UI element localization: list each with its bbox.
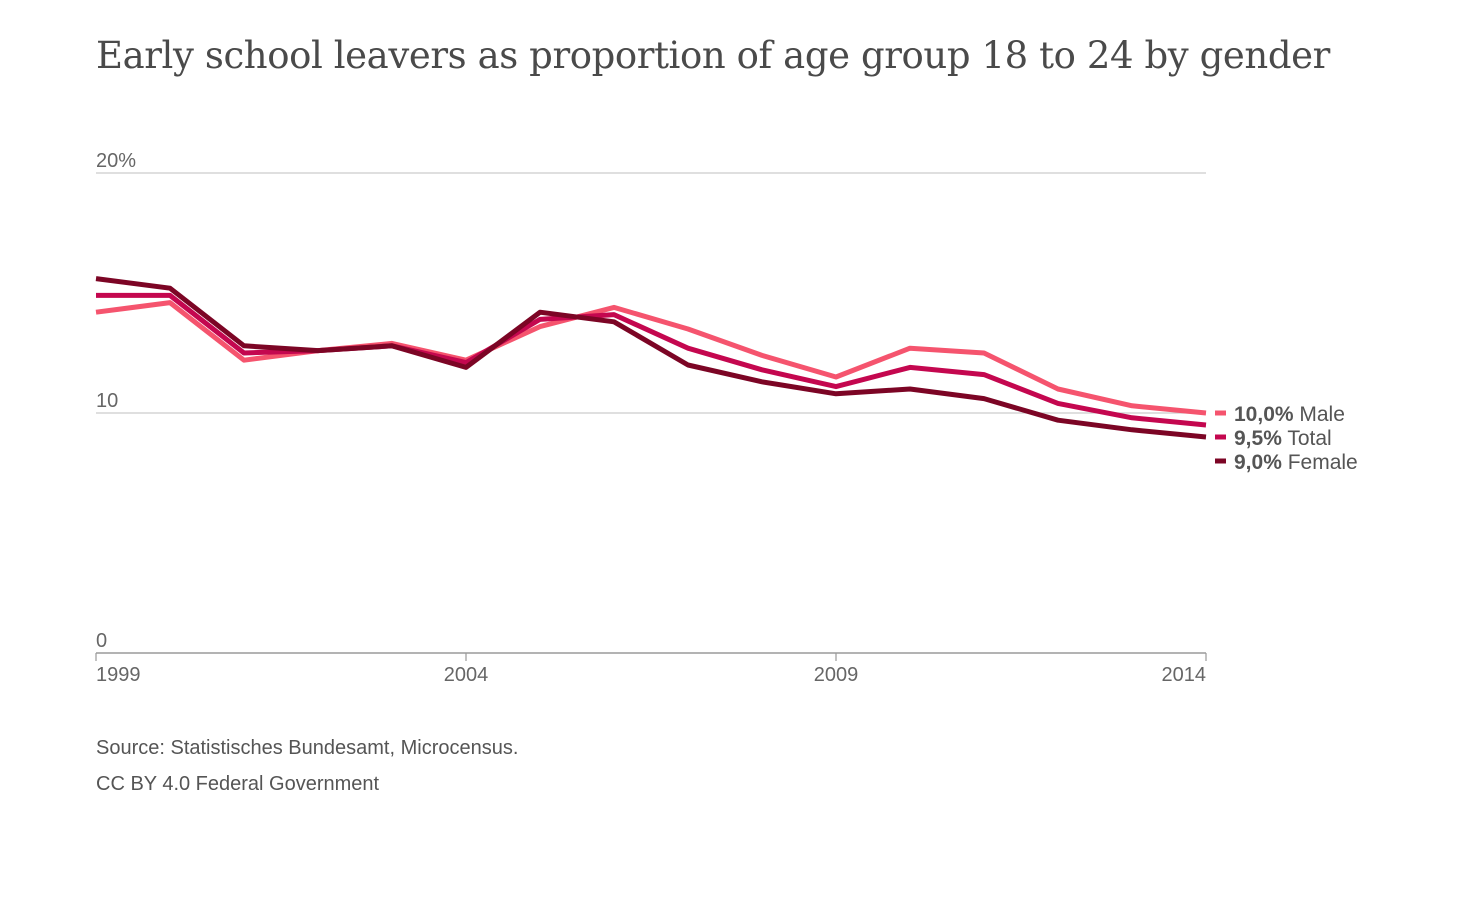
x-tick-label: 1999 xyxy=(96,664,141,686)
x-tick-label: 2014 xyxy=(1162,664,1207,686)
source-text: Source: Statistisches Bundesamt, Microce… xyxy=(96,737,519,759)
grid-lines xyxy=(96,172,1206,654)
series-line-male xyxy=(95,300,1207,416)
chart-title: Early school leavers as proportion of ag… xyxy=(96,34,1330,77)
y-axis-ticks: 20% 10 0 xyxy=(96,150,136,652)
x-tick-label: 2004 xyxy=(444,664,489,686)
series-lines xyxy=(95,276,1207,440)
y-tick-label: 0 xyxy=(96,630,107,652)
y-tick-label: 20% xyxy=(96,150,136,172)
x-axis-ticks: 1999 2004 2009 2014 xyxy=(95,653,1207,686)
series-line-female xyxy=(95,276,1207,440)
legend-label-female: 9,0% Female xyxy=(1234,451,1358,474)
x-tick-label: 2009 xyxy=(814,664,859,686)
legend-label-total: 9,5% Total xyxy=(1234,427,1332,450)
legend-label-male: 10,0% Male xyxy=(1234,403,1345,426)
series-line-total xyxy=(96,292,1207,428)
y-tick-label: 10 xyxy=(96,390,118,412)
license-text: CC BY 4.0 Federal Government xyxy=(96,773,380,795)
